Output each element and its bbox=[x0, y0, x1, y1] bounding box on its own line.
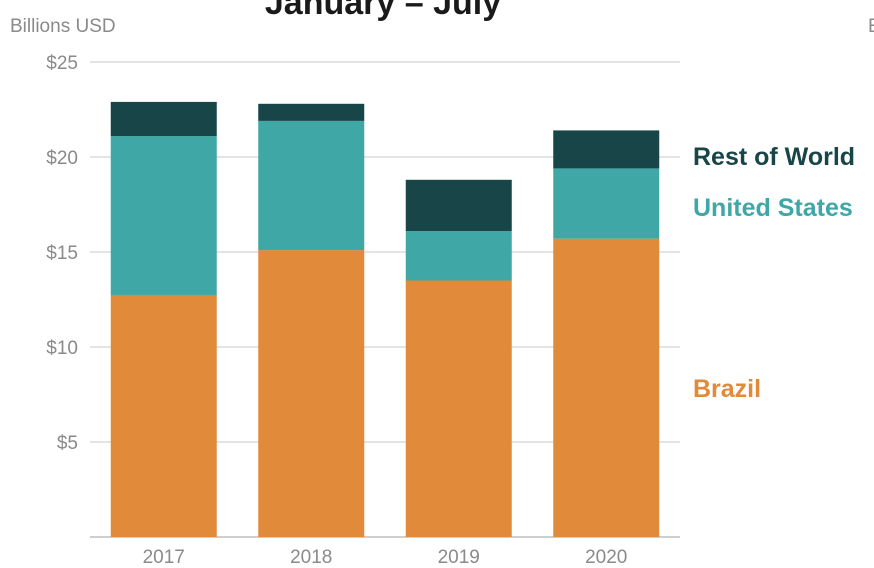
bar-united-states-2020 bbox=[553, 168, 660, 239]
x-axis-ticks: 2017 2018 2019 2020 bbox=[143, 547, 628, 568]
bar-united-states-2019 bbox=[405, 231, 512, 281]
y-tick-label: $25 bbox=[46, 53, 78, 74]
y-tick-label: $5 bbox=[57, 433, 78, 454]
bar-brazil-2017 bbox=[110, 295, 217, 537]
legend-entry-brazil: Brazil bbox=[693, 375, 761, 403]
x-tick-label: 2019 bbox=[438, 547, 480, 568]
x-tick-label: 2018 bbox=[290, 547, 332, 568]
bar-rest-of-world-2018 bbox=[258, 103, 365, 121]
legend-entry-united-states: United States bbox=[693, 194, 853, 222]
bars bbox=[110, 101, 660, 537]
y-tick-label: $20 bbox=[46, 148, 78, 169]
x-tick-label: 2020 bbox=[585, 547, 627, 568]
y-axis-label: Billions USD bbox=[10, 16, 116, 37]
edge-partial-text: E bbox=[868, 16, 874, 37]
legend: Brazil United States Rest of World bbox=[693, 143, 855, 403]
y-tick-label: $10 bbox=[46, 338, 78, 359]
legend-entry-rest-of-world: Rest of World bbox=[693, 143, 855, 171]
y-tick-label: $15 bbox=[46, 243, 78, 264]
bar-united-states-2018 bbox=[258, 120, 365, 251]
bar-rest-of-world-2017 bbox=[110, 101, 217, 137]
chart-title: January – July bbox=[265, 0, 501, 22]
bar-brazil-2018 bbox=[258, 250, 365, 537]
y-axis-ticks: $5 $10 $15 $20 $25 bbox=[46, 53, 78, 454]
bar-united-states-2017 bbox=[110, 136, 217, 296]
bar-brazil-2020 bbox=[553, 238, 660, 537]
bar-rest-of-world-2019 bbox=[405, 179, 512, 232]
bar-brazil-2019 bbox=[405, 280, 512, 537]
bar-rest-of-world-2020 bbox=[553, 130, 660, 169]
x-tick-label: 2017 bbox=[143, 547, 185, 568]
